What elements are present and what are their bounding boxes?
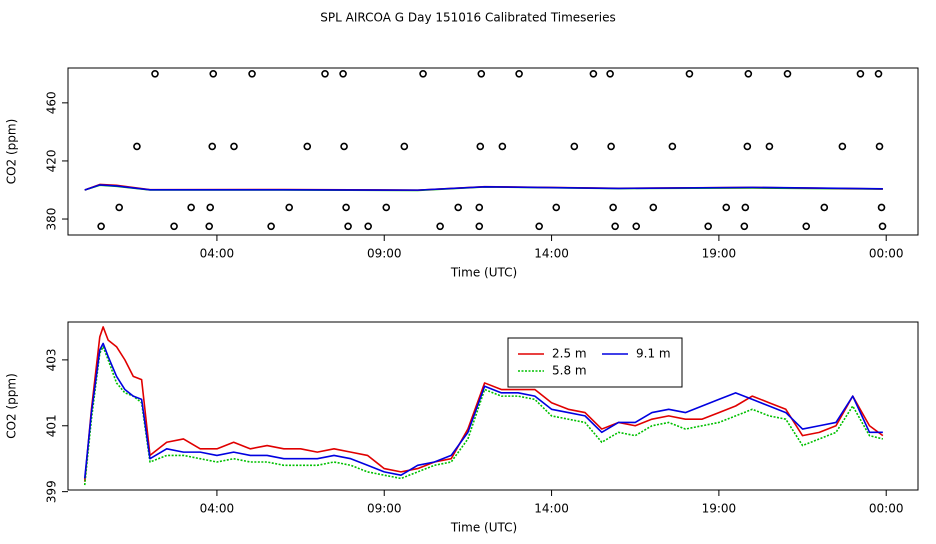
flag-point xyxy=(340,142,348,151)
flag-point xyxy=(838,142,847,151)
flag-point xyxy=(515,70,523,78)
flag-point xyxy=(570,142,579,151)
flag-point xyxy=(476,142,485,151)
flag-point xyxy=(649,203,658,212)
flag-point xyxy=(874,70,883,78)
legend-label: 5.8 m xyxy=(552,364,587,378)
legend: 2.5 m 5.8 m 9.1 m xyxy=(507,337,683,388)
flag-point xyxy=(589,70,598,78)
flag-point xyxy=(342,203,350,212)
y-axis-label: CO2 (ppm) xyxy=(5,373,19,439)
flag-point xyxy=(878,222,887,231)
flag-point xyxy=(206,203,215,212)
flag-point xyxy=(248,70,256,78)
flag-point xyxy=(609,203,617,212)
x-axis-label: Time (UTC) xyxy=(450,521,517,535)
flag-point xyxy=(344,222,352,231)
flag-point xyxy=(856,70,865,78)
y-tick-label: 420 xyxy=(45,149,59,172)
legend-box xyxy=(507,337,683,388)
flag-point xyxy=(477,70,486,78)
flag-point xyxy=(454,203,462,212)
flag-point xyxy=(475,222,484,231)
flag-point xyxy=(607,142,615,151)
flag-point xyxy=(475,203,484,212)
flag-point xyxy=(382,203,391,212)
x-tick-label: 14:00 xyxy=(534,247,569,261)
flag-point xyxy=(743,142,752,151)
flag-point xyxy=(704,222,712,231)
y-tick-label: 460 xyxy=(45,91,59,114)
flag-point xyxy=(535,222,543,231)
x-axis-label: Time (UTC) xyxy=(450,266,517,280)
y-tick-label: 399 xyxy=(45,480,59,503)
flag-point xyxy=(783,70,792,78)
flag-point xyxy=(187,203,195,212)
flag-point xyxy=(419,70,427,78)
flag-point xyxy=(606,70,614,78)
flag-point xyxy=(364,222,372,231)
y-tick-label: 403 xyxy=(45,348,59,371)
plot-frame xyxy=(67,321,919,491)
flag-point xyxy=(230,142,238,151)
x-tick-label: 09:00 xyxy=(367,247,402,261)
flag-point xyxy=(208,142,217,151)
x-tick-label: 19:00 xyxy=(702,247,737,261)
flag-point xyxy=(685,70,694,78)
flag-point xyxy=(436,222,444,231)
flag-point xyxy=(722,203,731,212)
flag-point xyxy=(321,70,329,78)
x-tick-label: 00:00 xyxy=(869,247,904,261)
flag-point xyxy=(285,203,294,212)
flag-point xyxy=(632,222,641,231)
plot-frame xyxy=(67,67,919,236)
legend-label: 2.5 m xyxy=(552,347,587,361)
x-tick-label: 09:00 xyxy=(367,502,402,516)
flag-point xyxy=(205,222,214,231)
x-tick-label: 19:00 xyxy=(702,502,737,516)
flag-point xyxy=(209,70,218,78)
series-line xyxy=(83,326,884,482)
y-axis-label: CO2 (ppm) xyxy=(5,119,19,185)
flag-point xyxy=(170,222,178,231)
legend-label: 9.1 m xyxy=(636,347,671,361)
y-tick-label: 401 xyxy=(45,414,59,437)
flag-point xyxy=(267,222,275,231)
flag-point xyxy=(498,142,507,151)
flag-point xyxy=(611,222,619,231)
flag-point xyxy=(802,222,811,231)
flag-point xyxy=(97,222,105,231)
page-title: SPL AIRCOA G Day 151016 Calibrated Times… xyxy=(320,11,615,25)
series-line xyxy=(83,345,884,486)
flag-point xyxy=(339,70,347,78)
flag-point xyxy=(400,142,409,151)
flag-point xyxy=(115,203,124,212)
flag-point xyxy=(820,203,829,212)
flag-point xyxy=(877,203,886,212)
flag-point xyxy=(552,203,561,212)
flag-point xyxy=(875,142,884,151)
series-line xyxy=(84,184,883,191)
flag-point xyxy=(303,142,312,151)
flag-point xyxy=(765,142,774,151)
flag-point xyxy=(668,142,677,151)
x-tick-label: 04:00 xyxy=(200,502,235,516)
x-tick-label: 14:00 xyxy=(534,502,569,516)
x-tick-label: 00:00 xyxy=(869,502,904,516)
x-tick-label: 04:00 xyxy=(200,247,235,261)
flag-point xyxy=(740,222,749,231)
y-tick-label: 380 xyxy=(45,208,59,231)
flag-point xyxy=(151,70,159,78)
flag-point xyxy=(744,70,753,78)
flag-point xyxy=(741,203,750,212)
series-line xyxy=(83,342,883,479)
flag-point xyxy=(133,142,141,151)
